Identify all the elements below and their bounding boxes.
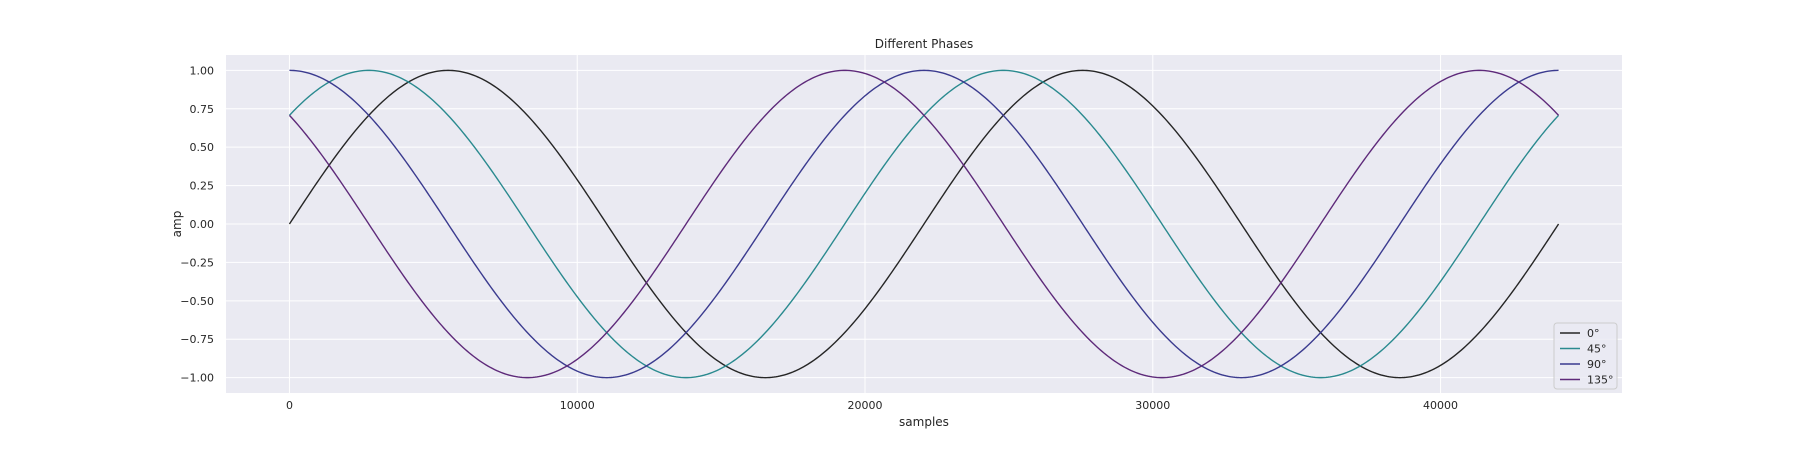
x-tick-labels: 0 10000 20000 30000 40000 bbox=[286, 399, 1458, 412]
legend-label: 45° bbox=[1587, 343, 1607, 356]
x-tick-label: 10000 bbox=[560, 399, 595, 412]
y-tick-labels: 1.00 0.75 0.50 0.25 0.00 −0.25 −0.50 −0.75 −1.00 bbox=[180, 64, 214, 384]
y-tick-label: −0.25 bbox=[180, 256, 214, 269]
x-axis-label: samples bbox=[899, 415, 949, 429]
y-tick-label: 1.00 bbox=[190, 64, 215, 77]
legend-label: 135° bbox=[1587, 374, 1614, 387]
x-tick-label: 30000 bbox=[1135, 399, 1170, 412]
series-line bbox=[288, 69, 1560, 379]
legend-label: 90° bbox=[1587, 358, 1607, 371]
y-tick-label: −0.50 bbox=[180, 295, 214, 308]
y-axis-label: amp bbox=[170, 211, 184, 238]
series-lines bbox=[288, 69, 1560, 379]
x-tick-label: 20000 bbox=[848, 399, 883, 412]
y-tick-label: −0.75 bbox=[180, 333, 214, 346]
x-tick-label: 40000 bbox=[1423, 399, 1458, 412]
y-tick-label: 0.75 bbox=[190, 103, 215, 116]
chart-title: Different Phases bbox=[875, 37, 973, 51]
series-line bbox=[288, 69, 1560, 379]
series-line bbox=[289, 69, 1559, 379]
y-tick-label: 0.25 bbox=[190, 180, 215, 193]
y-tick-label: 0.00 bbox=[190, 218, 215, 231]
y-tick-label: 0.50 bbox=[190, 141, 215, 154]
legend-box bbox=[1553, 322, 1618, 390]
legend: 0° 45° 90° 135° bbox=[1553, 322, 1618, 390]
y-tick-label: −1.00 bbox=[180, 372, 214, 385]
legend-label: 0° bbox=[1587, 327, 1600, 340]
x-tick-label: 0 bbox=[286, 399, 293, 412]
